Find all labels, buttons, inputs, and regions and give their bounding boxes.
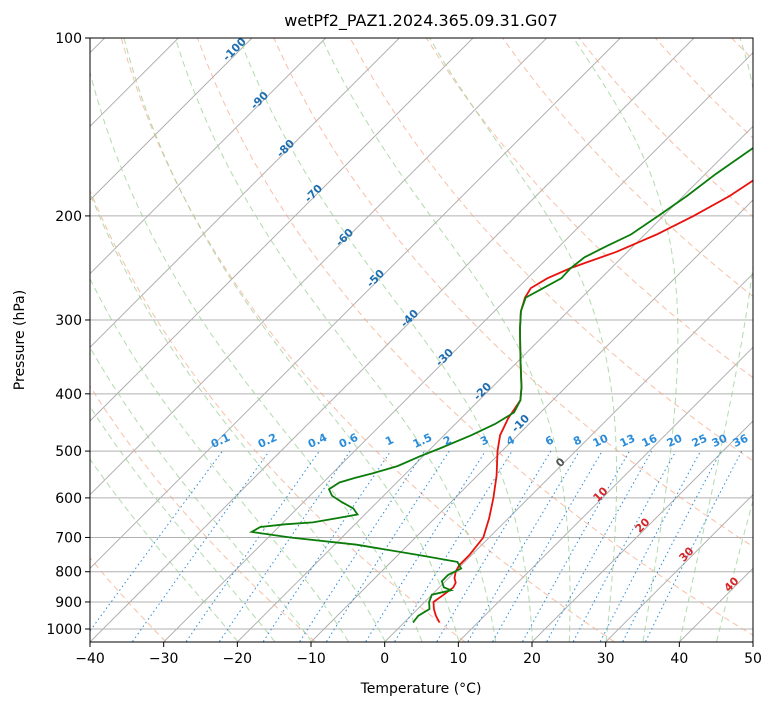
moist-adiabat-line	[573, 38, 679, 642]
isotherm-gridline	[384, 272, 753, 642]
isotherm-gridline	[237, 125, 753, 642]
dry-adiabat-line	[90, 385, 316, 642]
sounding-profiles	[248, 146, 753, 624]
mixing-ratio-line	[262, 450, 392, 642]
dewpoint-profile-line	[248, 146, 753, 624]
gridlines	[90, 38, 753, 642]
isotherm-gridline	[311, 199, 753, 642]
y-tick-label: 400	[55, 387, 82, 403]
isotherm-gridline	[458, 346, 753, 642]
moist-adiabat-line	[174, 38, 497, 642]
x-tick-label: 0	[380, 651, 389, 667]
moist-adiabats	[90, 38, 753, 642]
isotherm-gridline	[532, 420, 753, 642]
y-tick-label: 500	[55, 444, 82, 460]
dry-adiabat-line	[120, 38, 615, 642]
isotherm-gridline	[163, 51, 753, 642]
dry-adiabat-line	[273, 38, 753, 548]
x-tick-label: −20	[223, 651, 253, 667]
mixing-ratio-line	[365, 450, 486, 642]
mixing-ratio-label: 20	[665, 432, 685, 450]
x-tick-label: 10	[449, 651, 467, 667]
dry-adiabats	[90, 38, 753, 642]
y-tick-label: 100	[55, 31, 82, 47]
dry-adiabat-line	[425, 38, 753, 379]
y-tick-label: 600	[55, 491, 82, 507]
moist-adiabat-line	[90, 192, 386, 642]
axis-ticks: −40 −30 −20 −10 0 10 20 30 40 50 100 200 300 400 500 60…	[46, 31, 762, 667]
isotherm-gridline	[90, 38, 327, 275]
x-axis-label: Temperature (°C)	[360, 681, 482, 697]
isotherm-gridline	[90, 38, 253, 201]
x-tick-label: 50	[744, 651, 762, 667]
chart-title: wetPf2_PAZ1.2024.365.09.31.G07	[284, 11, 558, 31]
y-tick-label: 1000	[46, 622, 82, 638]
mixing-ratio-line	[645, 450, 743, 642]
mixing-ratio-line	[572, 450, 677, 642]
y-axis-label: Pressure (hPa)	[12, 290, 28, 390]
y-tick-label: 200	[55, 209, 82, 225]
mixing-ratio-label: 36	[731, 432, 751, 450]
mixing-ratio-line	[436, 450, 552, 642]
moist-adiabat-line	[716, 498, 753, 642]
moist-adiabat-line	[90, 405, 275, 642]
dry-adiabat-line	[90, 189, 465, 642]
x-tick-label: −30	[149, 651, 179, 667]
x-tick-label: −10	[296, 651, 326, 667]
isotherm-gridline	[90, 38, 548, 496]
dry-adiabat-line	[197, 38, 753, 636]
isotherm-gridline	[90, 38, 400, 349]
y-tick-label: 700	[55, 530, 82, 546]
y-tick-label: 900	[55, 595, 82, 611]
moist-adiabat-line	[321, 38, 571, 642]
isotherm-gridline	[90, 38, 621, 570]
isotherm-gridline	[90, 38, 474, 422]
dry-adiabat-line	[502, 38, 753, 298]
mixing-ratio-line	[185, 450, 320, 642]
isotherm-gridline	[605, 493, 753, 642]
y-tick-label: 300	[55, 313, 82, 329]
moist-adiabat-line	[429, 38, 618, 642]
x-tick-label: 20	[523, 651, 541, 667]
moist-adiabat-line	[679, 38, 753, 642]
mixing-ratio-line	[394, 450, 513, 642]
moist-adiabat-line	[90, 277, 349, 642]
mixing-ratio-line	[218, 450, 351, 642]
moist-adiabat-line	[90, 346, 312, 642]
mixing-ratio-label: 30	[710, 432, 730, 450]
dry-adiabat-line	[349, 38, 753, 462]
plot-frame	[89, 37, 754, 643]
moist-adiabat-line	[90, 70, 423, 642]
mixing-ratio-label: 10	[591, 432, 611, 450]
mixing-ratio-label: 13	[618, 432, 637, 450]
moist-adiabat-line	[238, 38, 533, 642]
mixing-ratio-line	[132, 450, 270, 642]
y-tick-label: 800	[55, 565, 82, 581]
mixing-ratio-line	[299, 450, 425, 642]
mixing-ratio-label: 25	[690, 432, 709, 450]
mixing-ratio-label: 16	[640, 432, 660, 450]
moist-adiabat-line	[123, 38, 460, 642]
x-tick-label: 40	[670, 651, 688, 667]
x-tick-label: −40	[75, 651, 105, 667]
moist-adiabat-line	[90, 458, 239, 642]
mixing-ratio-lines	[90, 450, 743, 642]
x-tick-label: 30	[597, 651, 615, 667]
mixing-ratio-line	[326, 450, 450, 642]
mixing-ratio-line	[546, 450, 653, 642]
